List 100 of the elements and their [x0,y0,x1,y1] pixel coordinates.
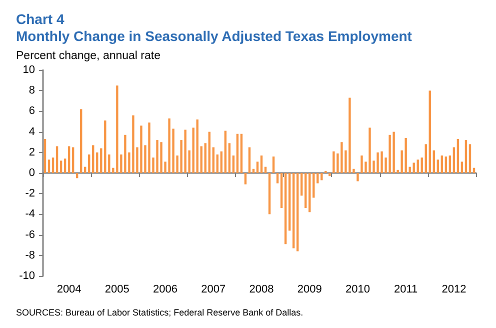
bar [444,156,448,173]
bar [88,154,90,173]
bar [388,134,391,173]
bar [104,120,106,173]
bar [108,154,110,173]
bar [240,134,243,173]
bar [312,173,315,198]
bar [328,173,331,176]
bar [212,147,214,173]
bar [340,142,343,173]
bar [44,139,46,173]
y-tick-label: 6 [28,105,35,118]
bar [48,160,50,173]
bar [360,155,363,173]
bar [356,173,359,182]
bar [224,130,227,173]
bar [184,130,186,173]
bar [256,162,259,173]
bar [56,146,58,173]
bar [268,173,271,214]
bar [272,156,275,173]
bar [276,173,279,184]
bar [468,144,472,173]
bar [204,143,206,173]
bar [432,150,436,173]
bar [208,132,210,173]
bar [64,158,66,173]
x-tick-label: 2011 [394,284,418,296]
bar [140,126,142,173]
bar [380,151,383,173]
bar [192,128,194,173]
bar [124,134,126,173]
bar [248,147,251,173]
bar [220,151,223,173]
bar [60,160,62,173]
y-tick-label: 4 [28,126,35,138]
bar [296,173,299,252]
bar [116,85,118,173]
x-tick-label: 2007 [201,284,226,296]
bar [308,173,311,212]
bar [428,90,431,173]
bar [376,152,379,173]
x-tick-label: 2010 [345,284,370,296]
bar [260,155,263,173]
bar [80,109,82,173]
bar [160,142,162,173]
x-tick-label: 2005 [104,284,130,296]
y-axis-title: Percent change, annual rate [16,50,160,62]
bar [332,151,335,173]
bar [300,173,303,196]
y-tick-label: 10 [22,64,35,76]
x-tick-label: 2006 [153,284,178,296]
y-tick-label: -10 [19,270,35,282]
x-tick-label: 2012 [442,284,466,296]
y-tick-label: -2 [25,188,35,200]
bar [464,140,468,173]
bar [412,162,415,173]
bar [280,173,283,208]
bar [216,154,219,173]
bar [96,152,98,173]
x-tick-label: 2008 [249,284,274,296]
y-tick-label: 8 [28,84,35,97]
bar [392,132,395,173]
bar [424,144,427,173]
bar [132,115,134,173]
y-tick-label: 2 [28,146,35,158]
bar [316,173,319,184]
bar [288,173,291,231]
y-tick-label: -8 [25,249,35,262]
chart-title: Chart 4 [16,11,64,27]
bar [196,119,198,173]
bar [92,145,94,173]
bar [436,160,440,173]
bar [448,155,452,173]
y-tick-label: -4 [25,208,35,220]
bar [244,173,247,184]
bar [420,158,423,173]
bar [228,143,231,173]
source-note: SOURCES: Bureau of Labor Statistics; Federal Reserve Bank of Dallas. [16,308,304,318]
bar [232,155,235,173]
bar [348,98,351,173]
bar [156,140,158,173]
bar [456,139,460,173]
bar [452,147,456,173]
bar [52,158,54,173]
x-tick-label: 2004 [56,284,82,296]
chart-subtitle: Monthly Change in Seasonally Adjusted Texas Employment [16,28,412,44]
bar [416,160,419,173]
y-tick-label: 0 [28,167,35,179]
bar [404,138,407,173]
x-tick-label: 2009 [297,284,322,296]
bar [284,173,287,244]
bar [460,162,464,173]
bar [440,155,444,173]
bar [236,134,239,173]
bar [304,173,307,208]
bar [100,148,102,173]
bar [168,118,170,173]
bar [148,122,150,173]
y-tick-label: -6 [25,228,35,241]
